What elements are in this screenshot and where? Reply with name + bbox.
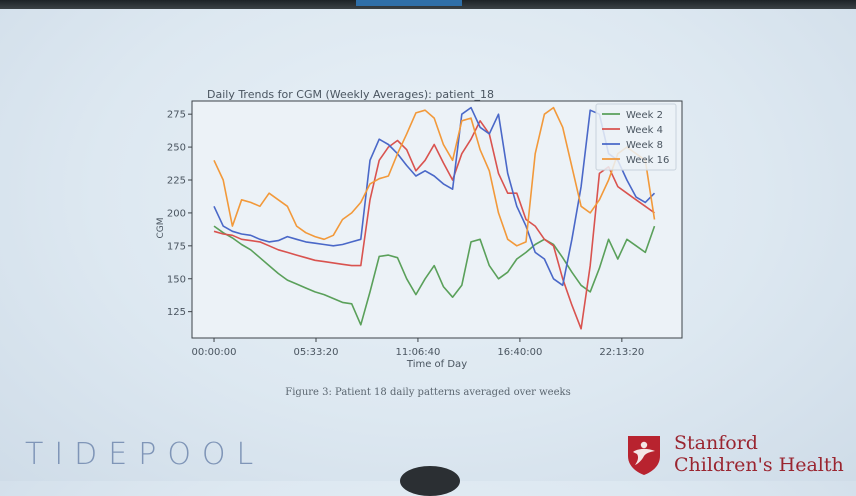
- y-tick-label: 275: [167, 110, 186, 121]
- series-line-week-4: [213, 120, 655, 330]
- y-tick-label: 200: [167, 208, 186, 219]
- x-tick-label: 16:40:00: [497, 347, 542, 358]
- legend-box: [595, 103, 677, 171]
- legend-label: Week 8: [626, 140, 663, 151]
- chart-title: Daily Trends for CGM (Weekly Averages): …: [207, 88, 495, 101]
- x-tick-label: 00:00:00: [192, 347, 237, 358]
- tidepool-logo: TIDEPOOL: [25, 437, 265, 472]
- series-lines: [213, 106, 656, 330]
- y-tick-label: 175: [167, 241, 186, 252]
- projector-top-blue-strip: [356, 0, 462, 6]
- legend: Week 2 Week 4 Week 8 Week 16: [595, 103, 677, 171]
- figure-caption: Figure 3: Patient 18 daily patterns aver…: [285, 387, 571, 398]
- y-axis: 125 150 175 200 225 250 275: [167, 110, 192, 318]
- stanford-childrens-health-logo: Stanford Children's Health: [674, 432, 844, 476]
- x-axis: 00:00:00 05:33:20 11:06:40 16:40:00 22:13:20: [192, 338, 644, 358]
- y-tick-label: 150: [167, 274, 186, 285]
- stanford-logo-line-2: Children's Health: [674, 454, 844, 476]
- x-tick-label: 11:06:40: [395, 347, 440, 358]
- y-tick-label: 250: [167, 143, 186, 154]
- stanford-logo-line-1: Stanford: [674, 432, 758, 454]
- series-line-week-2: [213, 225, 656, 326]
- series-line-week-8: [213, 106, 656, 287]
- x-axis-label: Time of Day: [406, 359, 467, 370]
- stanford-shield-icon: [628, 436, 660, 475]
- presenter-head-shadow: [400, 466, 460, 496]
- y-tick-label: 125: [167, 307, 186, 318]
- y-axis-label: CGM: [156, 217, 166, 238]
- y-tick-label: 225: [167, 176, 186, 187]
- legend-label: Week 2: [626, 110, 663, 121]
- cgm-line-chart: 125 150 175 200 225 250 275 00:00:00 05:33:20 11…: [156, 100, 683, 370]
- series-line-week-16: [213, 106, 656, 247]
- x-tick-label: 05:33:20: [294, 347, 339, 358]
- projector-top-band: [0, 0, 856, 9]
- x-tick-label: 22:13:20: [599, 347, 644, 358]
- legend-label: Week 16: [626, 155, 669, 166]
- legend-label: Week 4: [626, 125, 663, 136]
